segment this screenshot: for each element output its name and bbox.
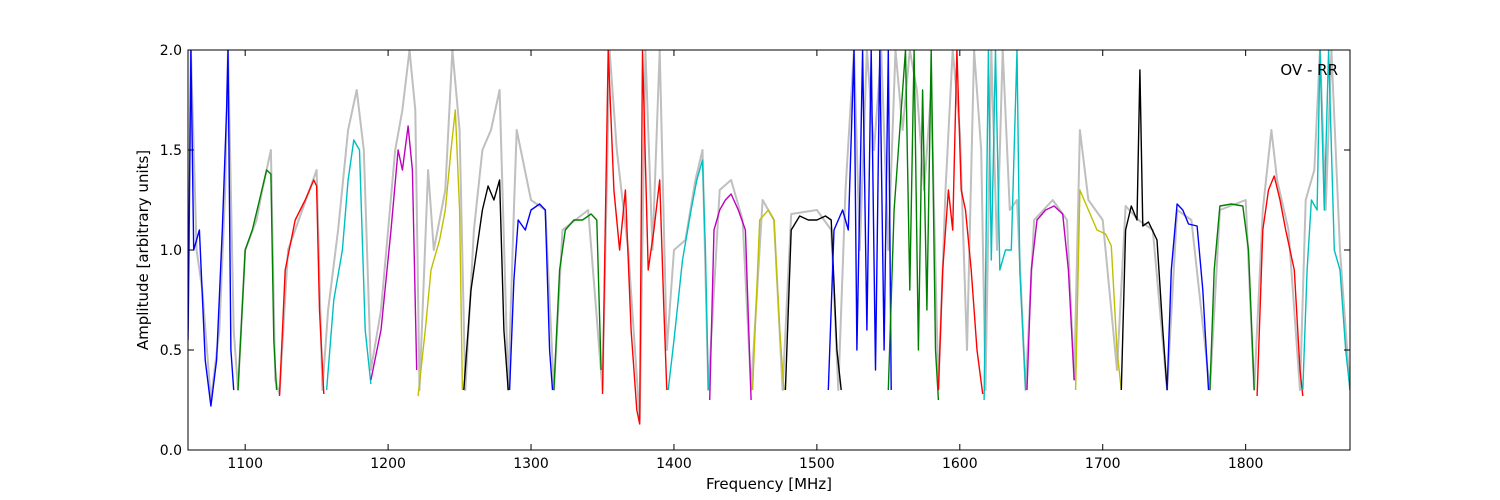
x-tick-label: 1400	[656, 456, 692, 472]
series-line-4	[325, 139, 372, 391]
series-line-10	[601, 50, 668, 425]
series-line-1	[188, 50, 235, 407]
series-line-22	[1166, 203, 1210, 391]
series-line-6	[417, 109, 464, 397]
series-line-12	[709, 193, 752, 401]
chart-annotation: OV - RR	[1280, 61, 1338, 79]
x-tick-label: 1100	[227, 456, 263, 472]
series-line-23	[1209, 203, 1255, 391]
x-tick-label: 1800	[1228, 456, 1264, 472]
series-line-2	[237, 169, 278, 391]
y-tick-label: 0.5	[160, 343, 182, 359]
series-line-11	[667, 159, 709, 391]
series-line-18	[983, 50, 1027, 401]
background-series-line	[188, 50, 1350, 421]
series-line-3	[278, 179, 325, 397]
series-line-15	[827, 50, 892, 391]
series-line-8	[508, 203, 554, 391]
series-line-19	[1026, 205, 1075, 391]
y-tick-label: 2.0	[160, 43, 182, 59]
series-line-17	[937, 50, 984, 395]
background-series-layer	[188, 50, 1350, 421]
x-tick-label: 1500	[799, 456, 835, 472]
ticks-layer: 1100 1200 1300 1400 1500 1600 1700 1800 0.0 0.5 1.…	[160, 43, 1350, 472]
y-axis-label: Amplitude [arbitrary units]	[134, 150, 152, 350]
x-axis-label: Frequency [MHz]	[706, 475, 832, 493]
series-line-16	[887, 50, 940, 401]
y-tick-label: 1.0	[160, 243, 182, 259]
series-line-14	[784, 215, 842, 391]
y-tick-label: 1.5	[160, 143, 182, 159]
series-line-7	[463, 179, 509, 391]
x-tick-label: 1200	[370, 456, 406, 472]
series-layer	[188, 50, 1350, 425]
series-line-24	[1256, 175, 1304, 397]
series-line-5	[370, 125, 418, 381]
y-tick-label: 0.0	[160, 443, 182, 459]
series-line-9	[553, 213, 602, 391]
x-tick-label: 1300	[513, 456, 549, 472]
series-line-21	[1120, 69, 1168, 391]
x-tick-label: 1700	[1085, 456, 1121, 472]
x-tick-label: 1600	[942, 456, 978, 472]
series-line-13	[751, 209, 785, 391]
series-line-25	[1302, 50, 1350, 391]
series-line-20	[1074, 189, 1122, 391]
